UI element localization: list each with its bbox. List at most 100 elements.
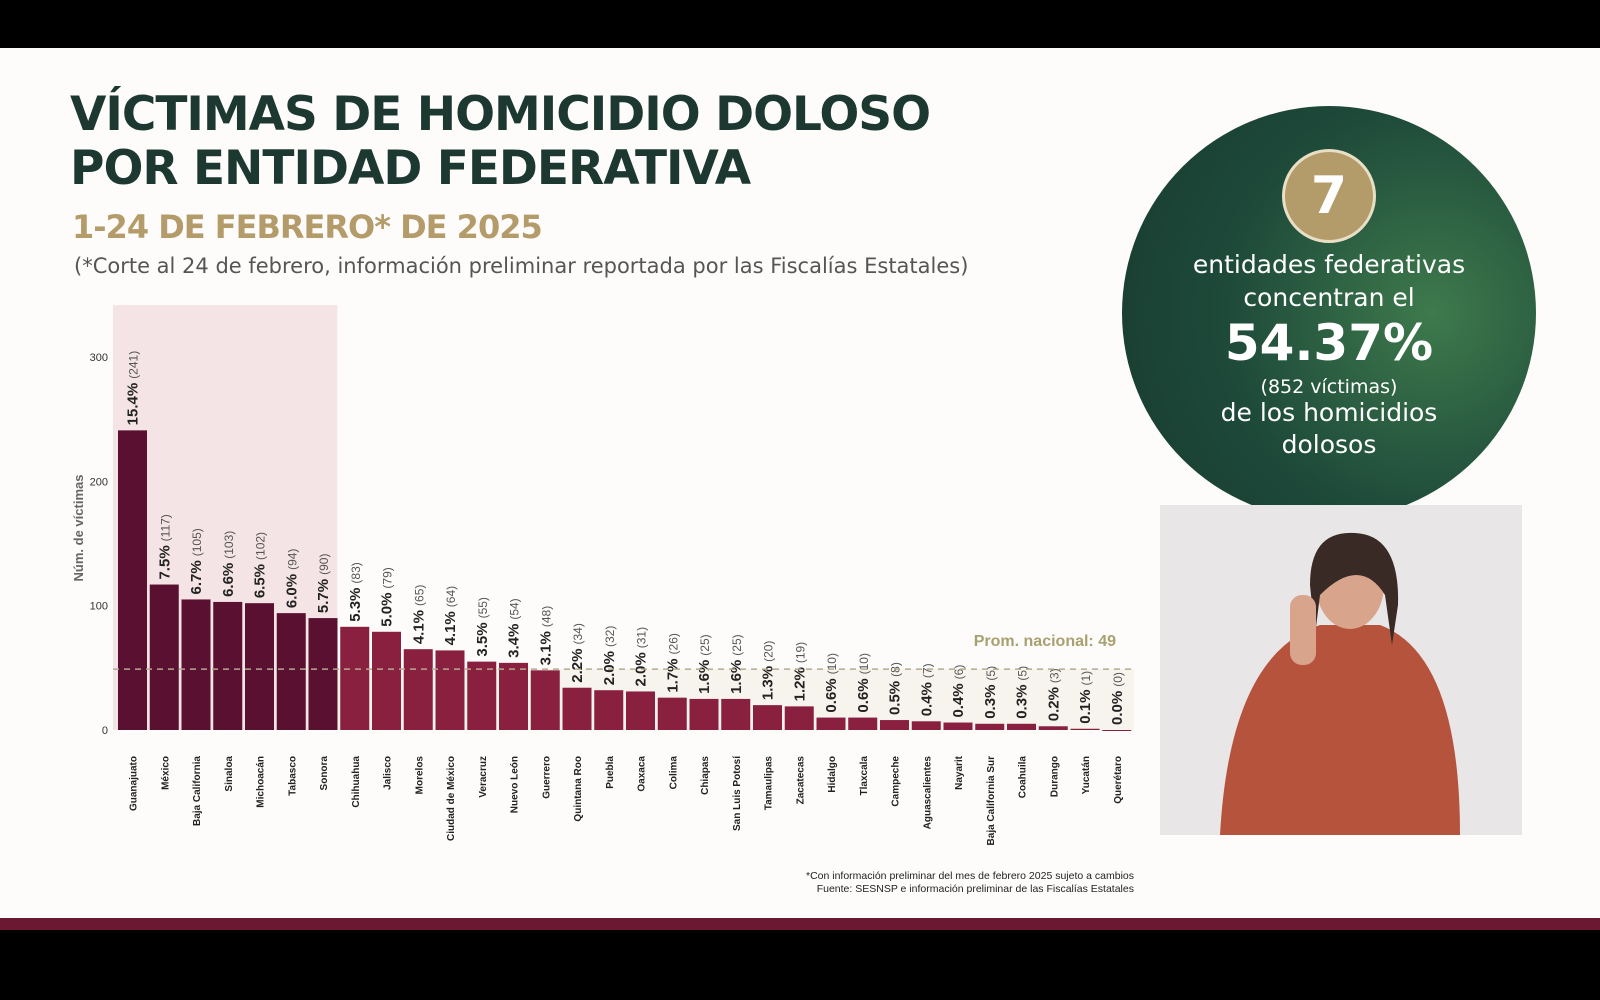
bar-tamaulipas (753, 705, 782, 730)
bar-jalisco (372, 631, 401, 730)
pct-label: 5.3% (347, 588, 364, 622)
pct-label: 0.0% (1109, 691, 1126, 725)
count-label: (83) (349, 562, 363, 583)
pct-label: 1.3% (760, 666, 777, 700)
x-tick-label: Tlaxcala (859, 756, 870, 796)
count-label: (10) (857, 653, 871, 674)
bar-nayarit (943, 722, 973, 730)
x-tick-label: Baja California (192, 756, 203, 826)
pct-label: 4.1% (410, 610, 427, 644)
bar-zacatecas (784, 706, 814, 730)
data-label: 0.1% (1) (1077, 671, 1094, 724)
x-tick-label: Morelos (414, 756, 425, 795)
pct-label: 0.1% (1077, 690, 1094, 724)
x-tick-label: Sonora (319, 756, 330, 791)
data-label: 0.2% (3) (1045, 668, 1062, 721)
bar-sonora (308, 618, 338, 730)
footnote-preliminary: *Con información preliminar del mes de f… (805, 870, 1134, 882)
bar-chart: 0 100 200 300 Núm. de víctimas 15.4% (241) Guan… (71, 305, 1134, 845)
count-label: (25) (698, 634, 712, 655)
x-tick-label: Aguascalientes (922, 756, 933, 830)
data-label: 6.7% (105) (188, 528, 205, 594)
pct-label: 0.4% (918, 682, 935, 716)
bar-guanajuato (118, 430, 147, 730)
bar-veracruz (467, 661, 497, 730)
pct-label: 6.6% (220, 563, 237, 597)
count-label: (5) (1016, 666, 1030, 681)
count-label: (90) (317, 554, 331, 575)
pct-label: 5.7% (315, 579, 332, 613)
x-tick-label: Ciudad de México (446, 756, 457, 841)
x-tick-label: Jalisco (383, 756, 394, 790)
title-line-1: VÍCTIMAS DE HOMICIDIO DOLOSO (70, 87, 931, 142)
data-label: 5.0% (79) (379, 567, 396, 627)
data-label: 0.0% (0) (1109, 672, 1126, 725)
pct-label: 3.4% (506, 624, 523, 658)
count-label: (94) (285, 549, 299, 570)
pct-label: 0.4% (950, 683, 967, 717)
pct-label: 0.6% (855, 678, 872, 712)
pct-label: 6.0% (283, 574, 300, 608)
bar-colima (657, 697, 687, 730)
data-label: 0.4% (6) (950, 665, 967, 718)
data-label: 6.0% (94) (283, 549, 300, 609)
bar-chiapas (689, 698, 719, 730)
x-tick-label: Tamaulipas (764, 756, 775, 811)
x-tick-label: Coahuila (1018, 756, 1029, 799)
pct-label: 0.6% (823, 678, 840, 712)
count-label: (6) (952, 665, 966, 680)
callout-percent: 54.37% (1224, 314, 1434, 372)
bar-chihuahua (340, 626, 370, 730)
count-label: (65) (412, 585, 426, 606)
callout-line4: dolosos (1281, 430, 1377, 459)
pct-label: 4.1% (442, 611, 459, 645)
count-label: (0) (1111, 672, 1125, 687)
count-label: (3) (1047, 668, 1061, 683)
data-label: 1.6% (25) (696, 634, 713, 694)
data-label: 0.6% (10) (823, 653, 840, 713)
y-axis-label: Núm. de víctimas (71, 475, 86, 582)
count-label: (5) (984, 666, 998, 681)
pct-label: 6.5% (252, 564, 269, 598)
bar-puebla (594, 690, 624, 730)
pct-label: 6.7% (188, 560, 205, 594)
count-label: (241) (127, 351, 141, 379)
pct-label: 2.0% (601, 651, 618, 685)
title-line-2: POR ENTIDAD FEDERATIVA (70, 141, 751, 196)
bar-san-luis-potosí (721, 698, 751, 730)
average-label: Prom. nacional: 49 (974, 633, 1116, 650)
count-label: (25) (730, 634, 744, 655)
x-tick-label: Hidalgo (827, 756, 838, 793)
data-label: 2.0% (32) (601, 626, 618, 686)
x-tick-label: Michoacán (256, 756, 267, 808)
pct-label: 2.2% (569, 649, 586, 683)
pct-label: 0.3% (1014, 685, 1031, 719)
bar-méxico (149, 584, 179, 730)
x-tick-label: Nayarit (954, 755, 965, 790)
callout-line3: de los homicidios (1220, 398, 1438, 427)
callout-line1: entidades federativas (1192, 250, 1466, 279)
x-tick-label: Zacatecas (795, 756, 806, 805)
data-label: 6.6% (103) (220, 531, 237, 597)
pct-label: 3.5% (474, 622, 491, 656)
pct-label: 1.7% (664, 658, 681, 692)
bar-querétaro (1102, 730, 1132, 731)
data-label: 5.7% (90) (315, 554, 332, 614)
pct-label: 0.5% (887, 681, 904, 715)
data-label: 7.5% (117) (156, 514, 173, 579)
data-label: 1.3% (20) (760, 641, 777, 701)
bar-baja-california-sur (975, 723, 1005, 730)
data-label: 3.1% (48) (537, 606, 554, 666)
x-tick-label: México (160, 756, 171, 790)
pct-label: 1.2% (791, 667, 808, 701)
data-label: 4.1% (64) (442, 586, 459, 646)
states-count-badge: 7 (1282, 149, 1376, 243)
bar-quintana-roo (562, 687, 592, 730)
data-label: 2.2% (34) (569, 623, 586, 683)
count-label: (105) (190, 528, 204, 556)
bar-sinaloa (213, 601, 243, 730)
data-label: 0.6% (10) (855, 653, 872, 713)
data-label: 2.0%(31) (633, 627, 650, 687)
count-label: (31) (635, 627, 649, 648)
footnote: *Con información preliminar del mes de f… (806, 870, 1134, 896)
